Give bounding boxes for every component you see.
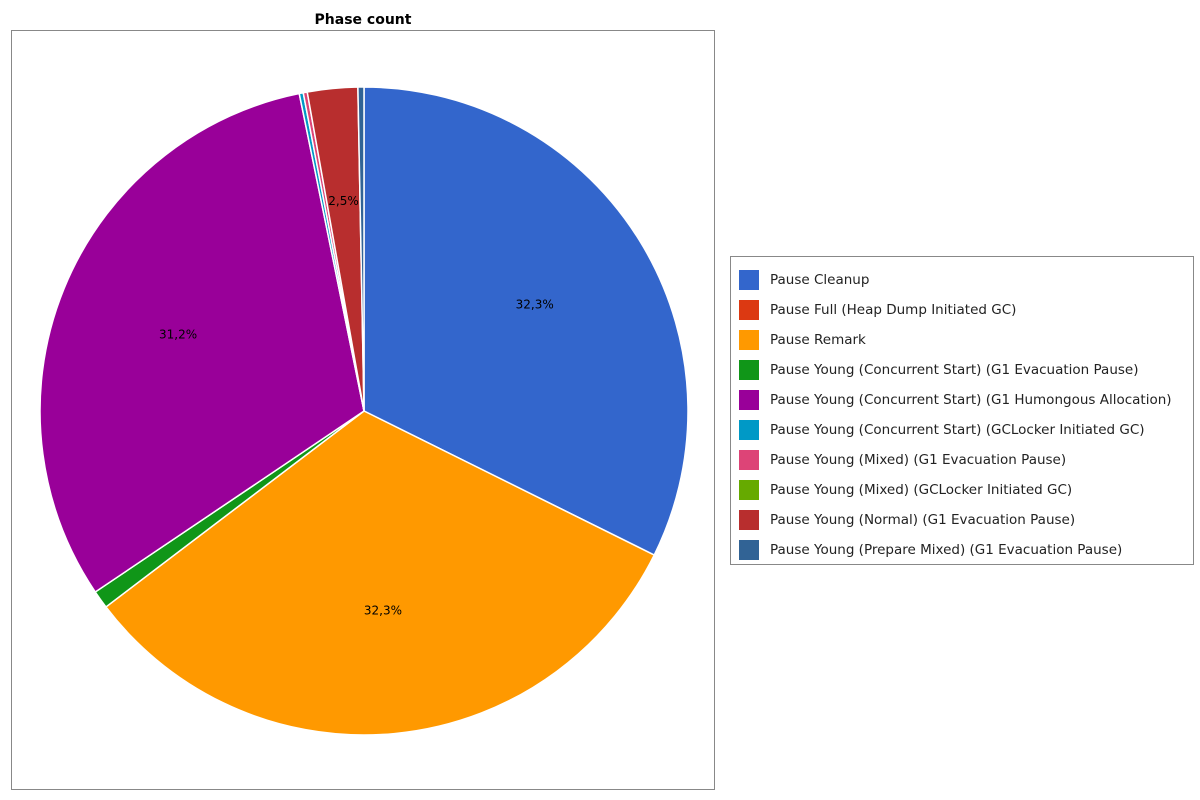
legend-label: Pause Young (Concurrent Start) (GCLocker… <box>770 422 1145 438</box>
legend-label: Pause Young (Mixed) (GCLocker Initiated … <box>770 482 1073 498</box>
legend-swatch <box>739 360 759 380</box>
legend-item: Pause Young (Normal) (G1 Evacuation Paus… <box>739 505 1193 535</box>
legend-swatch <box>739 270 759 290</box>
legend-swatch <box>739 300 759 320</box>
plot-area: 32,3% 32,3% 31,2% 2,5% <box>11 30 715 790</box>
pie-slice-4 <box>39 92 365 594</box>
legend-item: Pause Remark <box>739 325 1193 355</box>
pie-slice-0 <box>363 86 689 557</box>
legend-label: Pause Young (Concurrent Start) (G1 Humon… <box>770 392 1172 408</box>
legend-item: Pause Cleanup <box>739 265 1193 295</box>
legend-swatch <box>739 390 759 410</box>
legend-item: Pause Young (Mixed) (GCLocker Initiated … <box>739 475 1193 505</box>
legend-swatch <box>739 420 759 440</box>
legend-label: Pause Young (Mixed) (G1 Evacuation Pause… <box>770 452 1067 468</box>
pie-slice-2 <box>104 410 656 736</box>
legend-item: Pause Young (Concurrent Start) (G1 Evacu… <box>739 355 1193 385</box>
legend-swatch <box>739 330 759 350</box>
legend-item: Pause Young (Mixed) (G1 Evacuation Pause… <box>739 445 1193 475</box>
pie-slice-9 <box>357 86 365 412</box>
legend-item: Pause Young (Concurrent Start) (G1 Humon… <box>739 385 1193 415</box>
pie-slice-label-2: 32,3% <box>364 603 402 617</box>
chart-title: Phase count <box>314 12 412 28</box>
pie-slice-label-0: 32,3% <box>516 298 554 312</box>
legend-item: Pause Young (Prepare Mixed) (G1 Evacuati… <box>739 535 1193 565</box>
legend-swatch <box>739 480 759 500</box>
legend-label: Pause Remark <box>770 332 866 348</box>
legend-item: Pause Young (Concurrent Start) (GCLocker… <box>739 415 1193 445</box>
legend-label: Pause Young (Prepare Mixed) (G1 Evacuati… <box>770 542 1123 558</box>
legend-swatch <box>739 450 759 470</box>
legend-item: Pause Full (Heap Dump Initiated GC) <box>739 295 1193 325</box>
legend: Pause Cleanup Pause Full (Heap Dump Initi… <box>730 256 1194 565</box>
legend-label: Pause Young (Concurrent Start) (G1 Evacu… <box>770 362 1139 378</box>
legend-swatch <box>739 540 759 560</box>
pie-slice-label-8: 2,5% <box>328 194 359 208</box>
legend-label: Pause Full (Heap Dump Initiated GC) <box>770 302 1017 318</box>
legend-label: Pause Cleanup <box>770 272 870 288</box>
legend-swatch <box>739 510 759 530</box>
pie-chart: 32,3% 32,3% 31,2% 2,5% <box>39 86 689 736</box>
legend-label: Pause Young (Normal) (G1 Evacuation Paus… <box>770 512 1076 528</box>
pie-slice-label-4: 31,2% <box>159 327 197 341</box>
